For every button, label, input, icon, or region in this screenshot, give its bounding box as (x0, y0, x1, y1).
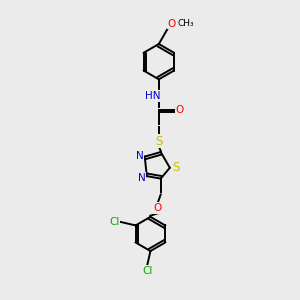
Text: Cl: Cl (109, 217, 120, 227)
Text: O: O (154, 203, 162, 213)
Text: S: S (155, 135, 163, 148)
Text: O: O (167, 19, 175, 29)
Text: N: N (138, 172, 146, 183)
Text: N: N (136, 151, 143, 161)
Text: CH₃: CH₃ (177, 19, 194, 28)
Text: HN: HN (145, 91, 160, 101)
Text: O: O (175, 105, 184, 115)
Text: Cl: Cl (142, 266, 153, 276)
Text: S: S (172, 161, 179, 174)
